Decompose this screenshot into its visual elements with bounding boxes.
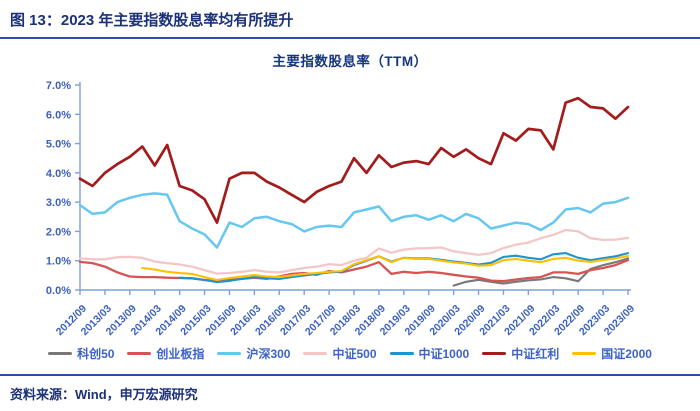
y-axis-label: 0.0% bbox=[46, 285, 71, 297]
legend-swatch bbox=[303, 351, 328, 355]
legend-label: 中证红利 bbox=[511, 346, 560, 361]
legend-item-中证红利: 中证红利 bbox=[482, 345, 559, 362]
y-axis-label: 6.0% bbox=[46, 109, 71, 121]
legend-item-沪深300: 沪深300 bbox=[217, 345, 290, 362]
series-line-创业板指 bbox=[78, 258, 630, 283]
y-axis-label: 1.0% bbox=[46, 256, 71, 268]
series-line-中证红利 bbox=[78, 96, 630, 224]
series-line-科创50 bbox=[452, 257, 630, 287]
legend-label: 国证2000 bbox=[601, 346, 652, 361]
chart-legend: 科创50 创业板指 沪深300 中证500 中证1000 中证红利 国证2000 bbox=[0, 343, 700, 363]
legend-swatch bbox=[572, 351, 597, 355]
legend-label: 中证500 bbox=[332, 346, 377, 361]
legend-item-中证1000: 中证1000 bbox=[389, 345, 470, 362]
legend-label: 中证1000 bbox=[418, 346, 470, 361]
legend-item-国证2000: 国证2000 bbox=[572, 345, 652, 362]
series-line-中证500 bbox=[78, 228, 630, 275]
legend-label: 沪深300 bbox=[246, 346, 291, 361]
y-axis-label: 5.0% bbox=[46, 139, 71, 151]
series-line-沪深300 bbox=[78, 192, 630, 249]
legend-swatch bbox=[217, 351, 242, 355]
legend-swatch bbox=[48, 351, 73, 355]
legend-label: 创业板指 bbox=[156, 346, 205, 361]
chart-title: 主要指数股息率（TTM） bbox=[272, 54, 428, 69]
legend-swatch bbox=[482, 351, 507, 355]
series-line-国证2000 bbox=[141, 254, 630, 282]
legend-item-创业板指: 创业板指 bbox=[127, 345, 204, 362]
source-note: 资料来源：Wind，申万宏源研究 bbox=[0, 374, 700, 403]
y-axis-label: 4.0% bbox=[46, 168, 71, 180]
figure-title: 图 13：2023 年主要指数股息率均有所提升 bbox=[0, 0, 700, 39]
legend-swatch bbox=[389, 351, 414, 355]
legend-item-中证500: 中证500 bbox=[303, 345, 377, 362]
axes bbox=[79, 82, 631, 291]
y-axis-label: 7.0% bbox=[46, 80, 71, 92]
legend-label: 科创50 bbox=[77, 346, 115, 361]
legend-swatch bbox=[127, 351, 152, 355]
y-axis-label: 3.0% bbox=[46, 197, 71, 209]
dividend-yield-line-chart: 0.0%1.0%2.0%3.0%4.0%5.0%6.0%7.0%2012/092… bbox=[46, 80, 637, 338]
legend-item-科创50: 科创50 bbox=[48, 345, 114, 362]
y-axis-label: 2.0% bbox=[46, 226, 71, 238]
